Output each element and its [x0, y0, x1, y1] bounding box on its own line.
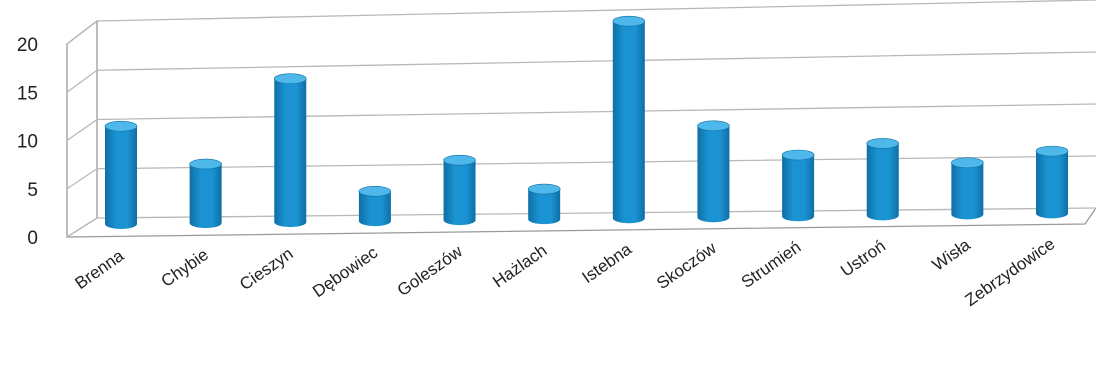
bar-top — [1035, 145, 1069, 157]
x-tick-label: Skoczów — [653, 238, 720, 293]
bar-Skoczów — [697, 120, 730, 223]
x-tick-label: Hażlach — [489, 241, 550, 292]
bars — [104, 15, 1069, 229]
y-tick-label: 20 — [17, 35, 38, 56]
x-tick-label: Chybie — [158, 245, 212, 291]
bar-top — [951, 157, 984, 169]
gridlines — [66, 0, 1096, 238]
bar-body — [951, 162, 984, 220]
bar-Zebrzydowice — [1035, 145, 1069, 219]
bar-Dębowiec — [358, 185, 392, 227]
bar-Ustroń — [866, 138, 900, 221]
bar-body — [105, 126, 137, 229]
bar-top — [358, 185, 392, 197]
bar-top — [104, 120, 138, 132]
gridline-0 — [66, 207, 1096, 238]
x-tick-label: Brenna — [71, 246, 127, 293]
bar-body — [443, 160, 476, 226]
bar-Istebna — [612, 15, 646, 224]
x-tick-label: Wisła — [929, 235, 974, 275]
bar-body — [866, 143, 899, 221]
x-tick-label: Cieszyn — [236, 244, 296, 294]
y-tick-label: 0 — [27, 228, 38, 249]
left-wall — [66, 19, 98, 239]
gridline-15 — [66, 51, 1096, 93]
y-tick-label: 5 — [27, 180, 38, 201]
bar-body — [189, 164, 222, 229]
floor-edge — [66, 207, 1096, 238]
bar-body — [782, 154, 815, 222]
bar-body — [274, 78, 307, 228]
gridline-20 — [66, 0, 1096, 45]
y-tick-label: 10 — [17, 132, 38, 153]
bar-top — [443, 154, 476, 166]
bar-top — [612, 15, 646, 27]
y-tick-label: 15 — [17, 83, 38, 104]
bar-Brenna — [104, 120, 138, 229]
bar-top — [781, 149, 815, 161]
bar-top — [697, 120, 730, 132]
x-tick-label: Strumień — [738, 237, 805, 292]
gridline-5 — [66, 155, 1096, 190]
bar-Strumień — [781, 149, 815, 222]
bar-body — [1036, 151, 1068, 219]
bar-Wisła — [951, 157, 984, 220]
x-axis-labels: Brenna Chybie Cieszyn Dębowiec Goleszów Hażla… — [71, 234, 1058, 310]
x-tick-label: Zebrzydowice — [961, 234, 1058, 310]
bar-top — [527, 183, 561, 195]
bar-Hażlach — [527, 183, 561, 225]
bar-Cieszyn — [273, 73, 307, 228]
bar-Goleszów — [443, 154, 476, 226]
bar-top — [866, 138, 900, 149]
x-tick-label: Dębowiec — [309, 242, 381, 301]
bar-top — [273, 73, 307, 84]
bar-body — [612, 21, 645, 224]
bar-body — [697, 125, 730, 223]
x-tick-label: Istebna — [579, 239, 636, 287]
bar-Chybie — [189, 158, 222, 229]
gridline-10 — [66, 103, 1096, 142]
y-axis-ticks: 0 5 10 15 20 — [17, 35, 38, 249]
x-tick-label: Ustroń — [837, 236, 889, 280]
bar-top — [189, 158, 222, 170]
x-tick-label: Goleszów — [394, 241, 467, 300]
bar-body — [358, 191, 391, 227]
bar-body — [528, 189, 561, 225]
